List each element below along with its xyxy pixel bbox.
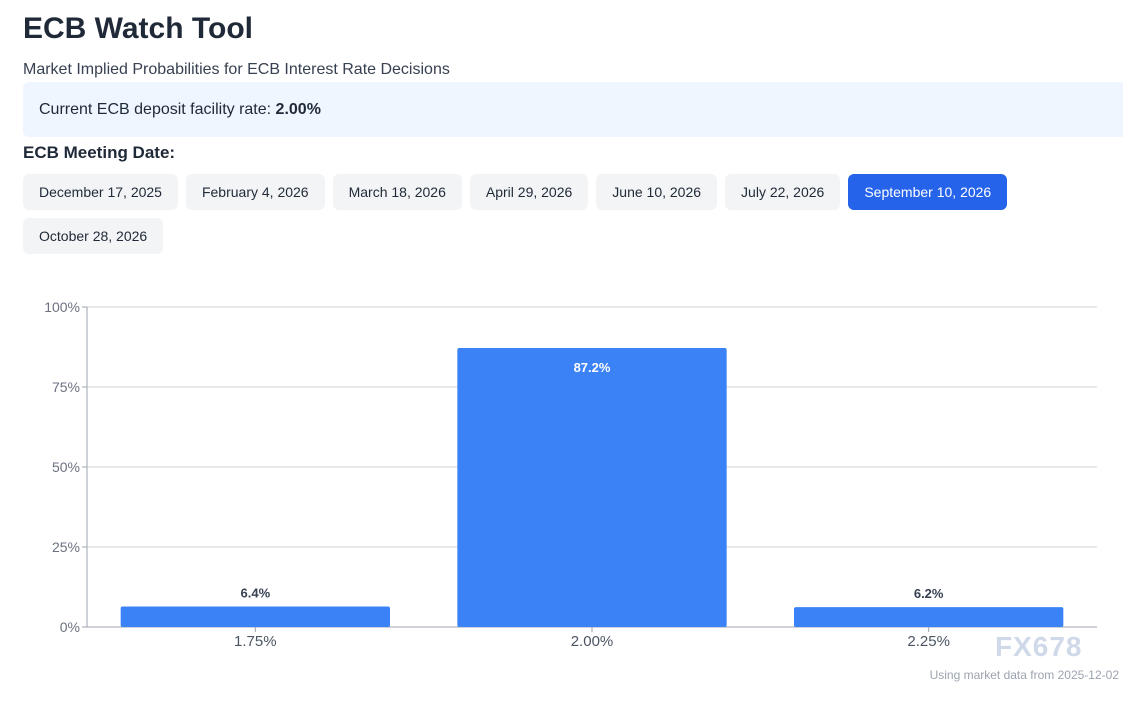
x-tick-label: 2.25% <box>907 633 950 650</box>
current-rate-box: Current ECB deposit facility rate: 2.00% <box>23 82 1123 137</box>
meeting-date-button[interactable]: October 28, 2026 <box>23 218 164 254</box>
bar <box>794 607 1064 627</box>
y-tick-label: 0% <box>60 619 80 635</box>
data-label: 87.2% <box>574 360 611 375</box>
meeting-date-button[interactable]: December 17, 2025 <box>23 174 178 210</box>
meeting-date-button[interactable]: June 10, 2026 <box>596 174 718 210</box>
y-tick-label: 75% <box>52 379 80 395</box>
x-tick-label: 1.75% <box>234 633 277 650</box>
current-rate-label: Current ECB deposit facility rate: <box>39 101 276 118</box>
x-tick-label: 2.00% <box>571 633 614 650</box>
bar <box>120 606 391 627</box>
meeting-date-button[interactable]: July 22, 2026 <box>725 174 841 210</box>
current-rate-value: 2.00% <box>275 101 321 118</box>
meeting-date-selector: December 17, 2025 February 4, 2026 March 1… <box>23 174 1023 254</box>
watermark-logo: FX678 <box>995 631 1083 662</box>
y-tick-label: 50% <box>52 459 80 475</box>
meeting-date-button[interactable]: February 4, 2026 <box>185 174 325 210</box>
bar <box>457 347 727 627</box>
meeting-date-button[interactable]: March 18, 2026 <box>332 174 462 210</box>
y-tick-label: 25% <box>52 539 80 555</box>
data-date-footer: Using market data from 2025-12-02 <box>929 668 1119 682</box>
meeting-date-button[interactable]: April 29, 2026 <box>469 174 589 210</box>
y-tick-label: 100% <box>44 299 80 315</box>
meeting-date-button[interactable]: September 10, 2026 <box>848 174 1008 210</box>
data-label: 6.4% <box>241 586 271 601</box>
page-title: ECB Watch Tool <box>23 12 253 45</box>
meeting-date-label: ECB Meeting Date: <box>23 143 176 162</box>
data-label: 6.2% <box>914 586 944 601</box>
page-subtitle: Market Implied Probabilities for ECB Int… <box>23 61 450 78</box>
probability-chart: 0% 25% 50% 75% 100% 6.4% 1.75% 87.2% 2.00% 6.2% 2.… <box>44 299 1097 650</box>
